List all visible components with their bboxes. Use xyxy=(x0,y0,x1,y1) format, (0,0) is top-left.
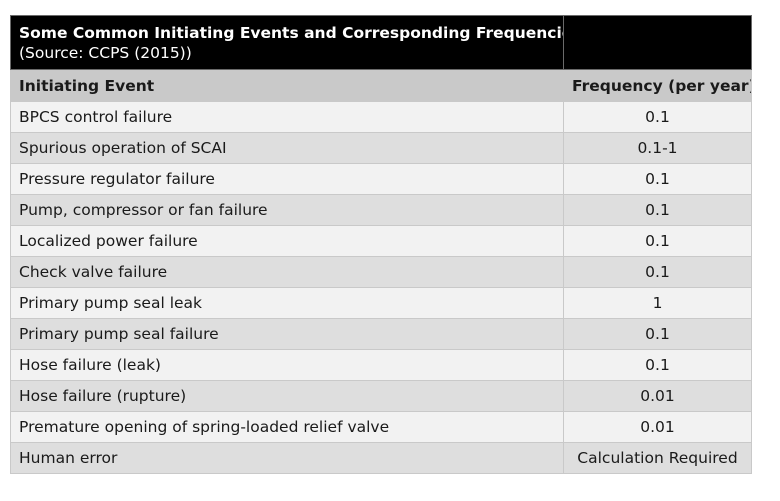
event-cell: Primary pump seal failure xyxy=(10,318,564,350)
frequency-cell: 0.01 xyxy=(563,411,752,443)
frequency-cell: 0.1 xyxy=(563,163,752,195)
initiating-events-table: Some Common Initiating Events and Corres… xyxy=(10,15,752,474)
table-title-cell: Some Common Initiating Events and Corres… xyxy=(10,15,564,70)
table-row: Primary pump seal failure 0.1 xyxy=(10,318,752,350)
frequency-cell: 0.1 xyxy=(563,225,752,257)
table-source: (Source: CCPS (2015)) xyxy=(19,43,192,62)
event-cell: Premature opening of spring-loaded relie… xyxy=(10,411,564,443)
event-cell: Primary pump seal leak xyxy=(10,287,564,319)
table-title-empty-cell xyxy=(563,15,752,70)
event-cell: Pressure regulator failure xyxy=(10,163,564,195)
header-frequency: Frequency (per year) xyxy=(563,69,752,102)
frequency-cell: Calculation Required xyxy=(563,442,752,474)
table-title: Some Common Initiating Events and Corres… xyxy=(19,23,564,42)
frequency-cell: 0.1-1 xyxy=(563,132,752,164)
event-cell: BPCS control failure xyxy=(10,101,564,133)
table-row: Premature opening of spring-loaded relie… xyxy=(10,411,752,443)
table-title-row: Some Common Initiating Events and Corres… xyxy=(10,15,752,70)
event-cell: Check valve failure xyxy=(10,256,564,288)
table-row: Check valve failure 0.1 xyxy=(10,256,752,288)
table-row: Hose failure (leak) 0.1 xyxy=(10,349,752,381)
frequency-cell: 0.1 xyxy=(563,349,752,381)
event-cell: Hose failure (rupture) xyxy=(10,380,564,412)
table-row: Spurious operation of SCAI 0.1-1 xyxy=(10,132,752,164)
frequency-cell: 1 xyxy=(563,287,752,319)
event-cell: Localized power failure xyxy=(10,225,564,257)
frequency-cell: 0.1 xyxy=(563,256,752,288)
frequency-cell: 0.1 xyxy=(563,101,752,133)
table-row: Pump, compressor or fan failure 0.1 xyxy=(10,194,752,226)
table-row: Primary pump seal leak 1 xyxy=(10,287,752,319)
table-row: Human error Calculation Required xyxy=(10,442,752,474)
frequency-cell: 0.1 xyxy=(563,318,752,350)
event-cell: Hose failure (leak) xyxy=(10,349,564,381)
frequency-cell: 0.01 xyxy=(563,380,752,412)
header-initiating-event: Initiating Event xyxy=(10,69,564,102)
table-row: Pressure regulator failure 0.1 xyxy=(10,163,752,195)
table-row: Hose failure (rupture) 0.01 xyxy=(10,380,752,412)
event-cell: Spurious operation of SCAI xyxy=(10,132,564,164)
table-row: BPCS control failure 0.1 xyxy=(10,101,752,133)
frequency-cell: 0.1 xyxy=(563,194,752,226)
table-header-row: Initiating Event Frequency (per year) xyxy=(10,69,752,102)
table-row: Localized power failure 0.1 xyxy=(10,225,752,257)
event-cell: Human error xyxy=(10,442,564,474)
event-cell: Pump, compressor or fan failure xyxy=(10,194,564,226)
